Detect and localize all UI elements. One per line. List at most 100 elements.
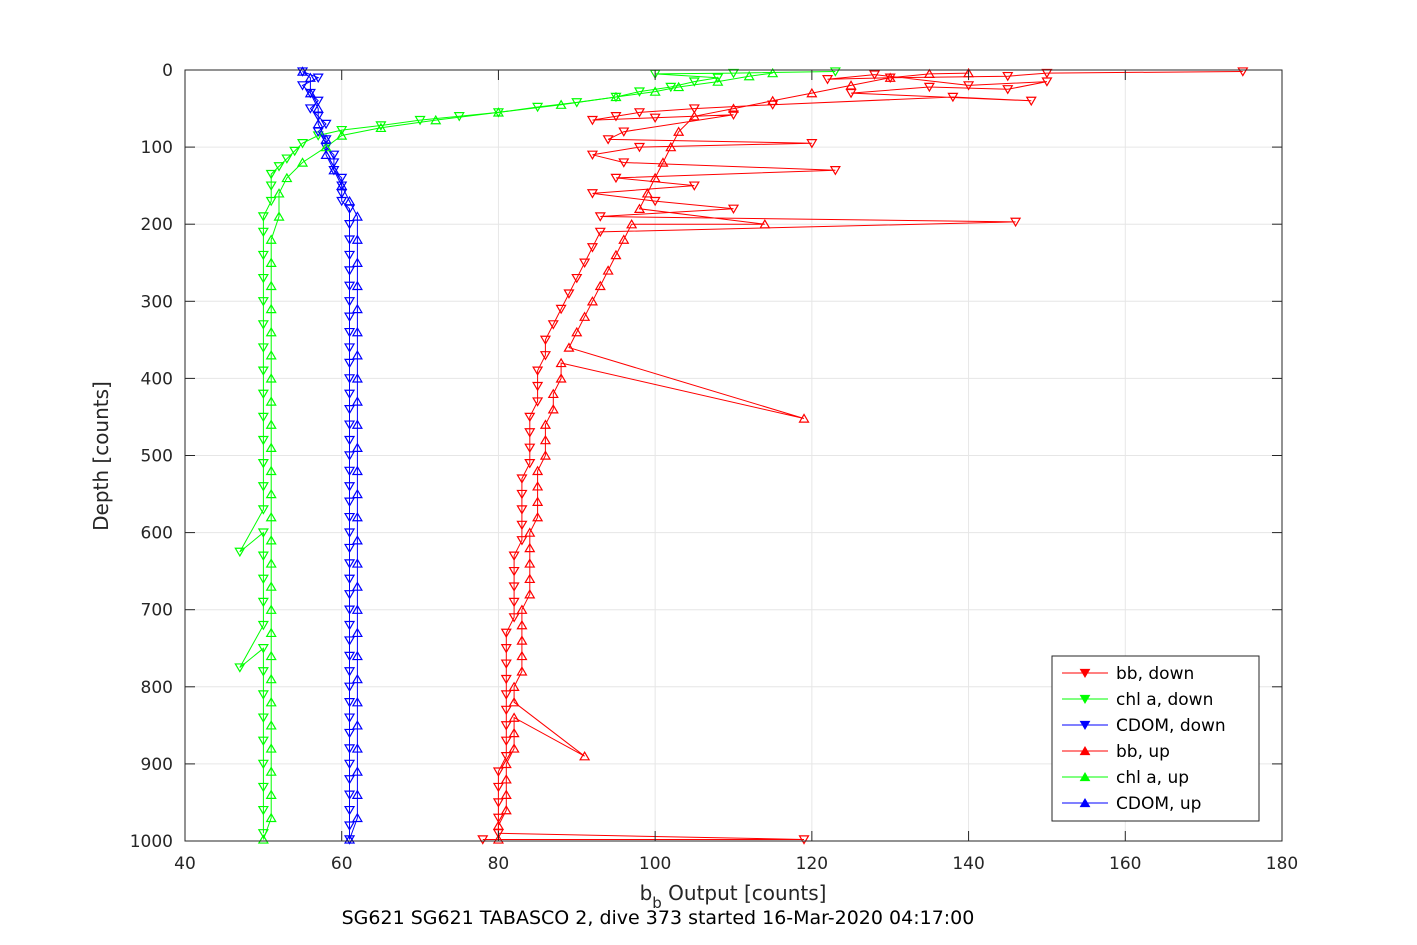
data-point <box>336 196 348 207</box>
data-point <box>868 70 881 80</box>
data-point <box>257 834 269 844</box>
data-point <box>500 774 512 784</box>
series-5 <box>296 66 363 844</box>
data-point <box>727 68 740 79</box>
data-point <box>633 203 646 213</box>
data-point <box>265 812 277 823</box>
y-tick-label: 500 <box>141 447 173 467</box>
data-point <box>344 420 356 430</box>
data-point <box>344 834 356 844</box>
data-point <box>344 405 356 415</box>
data-point <box>351 488 363 499</box>
legend-swatch-marker <box>1079 668 1091 679</box>
data-point <box>257 482 269 492</box>
data-point <box>257 297 269 307</box>
series-layer <box>234 66 1249 845</box>
series-line <box>262 72 773 840</box>
x-tick-label: 180 <box>1266 854 1298 874</box>
data-point <box>351 673 363 684</box>
data-point <box>328 164 340 175</box>
data-point <box>539 450 551 460</box>
data-point <box>351 604 363 614</box>
data-point <box>304 72 316 82</box>
y-tick-label: 900 <box>141 755 173 775</box>
data-point <box>344 281 356 292</box>
data-point <box>257 320 269 330</box>
legend-swatch-marker <box>1079 771 1091 782</box>
data-point <box>265 326 277 337</box>
data-point <box>500 705 512 716</box>
data-point <box>344 543 356 554</box>
data-point <box>265 558 277 568</box>
x-tick-label: 160 <box>1109 854 1141 874</box>
data-point <box>516 536 528 546</box>
data-point <box>344 482 356 492</box>
data-point <box>712 73 724 83</box>
data-point <box>594 227 606 238</box>
legend-swatch-marker <box>1079 694 1091 705</box>
data-point <box>320 119 332 130</box>
data-point <box>273 162 285 172</box>
data-point <box>508 597 520 608</box>
data-point <box>602 265 614 275</box>
legend-swatch-marker <box>1079 720 1091 731</box>
data-point <box>351 211 363 221</box>
data-point <box>312 96 324 107</box>
x-axis-label: bb Output [counts] <box>640 881 827 912</box>
data-point <box>602 135 614 145</box>
data-point <box>265 627 277 638</box>
legend-label: CDOM, down <box>1116 716 1226 736</box>
data-point <box>1002 71 1014 82</box>
data-point <box>829 166 841 176</box>
data-point <box>884 72 896 82</box>
data-point <box>265 604 277 614</box>
data-point <box>626 218 638 229</box>
data-point <box>477 835 489 845</box>
data-point <box>806 87 818 98</box>
data-point <box>351 789 363 799</box>
data-point <box>508 696 520 707</box>
data-point <box>500 628 512 639</box>
data-point <box>727 110 740 120</box>
data-point <box>532 366 544 376</box>
legend-label: chl a, down <box>1116 690 1213 710</box>
data-point <box>492 820 504 830</box>
data-point <box>649 86 661 96</box>
data-point <box>555 99 567 109</box>
data-point <box>265 280 277 291</box>
data-point <box>351 442 363 452</box>
data-point <box>344 250 356 261</box>
data-point <box>344 512 356 523</box>
data-point <box>265 181 277 191</box>
data-point <box>336 180 348 190</box>
data-point <box>257 782 269 793</box>
y-tick-label: 200 <box>141 215 173 235</box>
data-point <box>336 173 348 184</box>
legend-item: chl a, down <box>1062 690 1213 710</box>
data-point <box>539 335 551 346</box>
data-point <box>821 75 834 85</box>
data-point <box>344 343 356 353</box>
data-point <box>665 82 677 93</box>
series-0 <box>477 67 1249 845</box>
data-point <box>375 121 387 131</box>
data-point <box>516 666 528 676</box>
data-point <box>633 108 646 118</box>
data-point <box>579 750 591 761</box>
data-point <box>594 280 606 291</box>
y-axis-label: Depth [counts] <box>89 381 113 531</box>
data-point <box>649 172 661 183</box>
data-point <box>328 150 340 161</box>
data-point <box>633 142 646 153</box>
data-point <box>586 115 599 126</box>
data-point <box>665 141 677 152</box>
data-point <box>344 374 356 384</box>
data-point <box>344 466 356 477</box>
y-tick-label: 0 <box>162 61 173 81</box>
data-point <box>492 813 504 824</box>
y-tick-label: 1000 <box>130 832 173 852</box>
data-point <box>344 605 356 615</box>
legend-item: CDOM, down <box>1062 716 1226 736</box>
data-point <box>798 413 810 423</box>
